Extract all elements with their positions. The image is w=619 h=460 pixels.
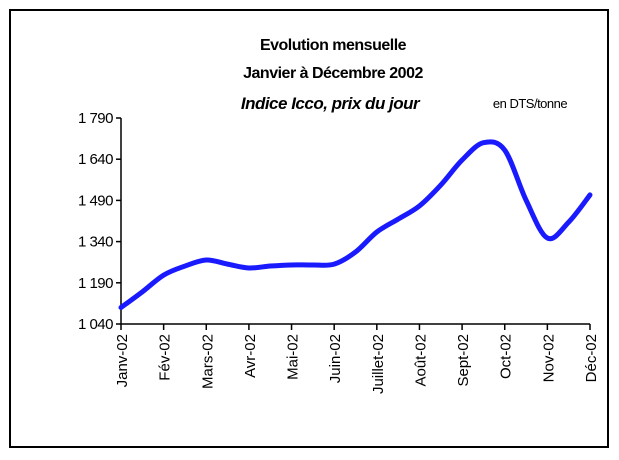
data-line	[118, 139, 593, 311]
x-tick-label: Avr-02	[242, 334, 259, 378]
y-tick-label: 1 790	[78, 110, 113, 127]
x-tick-label: Sept-02	[455, 334, 472, 387]
x-tick-label: Juin-02	[327, 334, 344, 383]
x-tick-label: Mai-02	[285, 334, 302, 380]
x-tick-label: Janv-02	[114, 334, 131, 387]
frame	[9, 9, 609, 448]
chart-title: Evolution mensuelle	[260, 37, 407, 54]
y-tick-label: 1 190	[78, 275, 113, 292]
x-tick-label: Oct-02	[498, 334, 515, 379]
chart-subtitle: Indice Icco, prix du jour	[241, 94, 421, 113]
y-tick-label: 1 340	[78, 234, 113, 251]
x-tick-label: Août-02	[412, 334, 429, 387]
x-tick-label: Juillet-02	[370, 334, 387, 394]
x-tick-label: Déc-02	[583, 334, 600, 382]
x-tick-label: Nov-02	[540, 334, 557, 382]
y-tick-label: 1 640	[78, 151, 113, 168]
x-tick-label: Mars-02	[199, 334, 216, 389]
y-tick-label: 1 490	[78, 192, 113, 209]
y-tick-label: 1 040	[78, 316, 113, 333]
x-tick-label: Fév-02	[157, 334, 174, 381]
chart-title: Janvier à Décembre 2002	[243, 65, 423, 82]
unit-note: en DTS/tonne	[493, 96, 567, 111]
